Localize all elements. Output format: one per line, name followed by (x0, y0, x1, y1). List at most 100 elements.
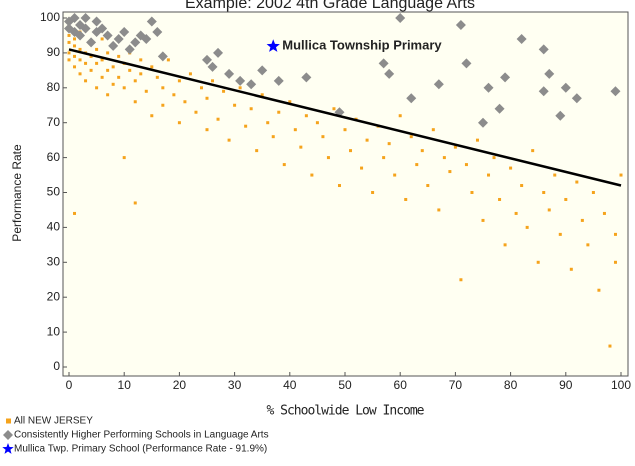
point (514, 211, 518, 215)
y-axis-label: Performance Rate (10, 144, 24, 242)
point (95, 61, 99, 65)
y-tick-label: 10 (47, 324, 61, 338)
point (478, 117, 488, 128)
point (108, 40, 119, 51)
point (393, 173, 397, 177)
legend: All NEW JERSEY Consistently Higher Perfo… (14, 416, 269, 455)
point (516, 33, 527, 44)
point (406, 93, 417, 104)
point (73, 65, 77, 69)
point (398, 114, 402, 118)
x-tick-label: 70 (449, 378, 463, 392)
point (141, 33, 152, 44)
point (188, 72, 192, 76)
point (433, 79, 444, 90)
x-tick-label: 80 (504, 378, 518, 392)
point (69, 13, 80, 23)
point (343, 128, 347, 132)
point (246, 79, 257, 90)
point (360, 166, 364, 170)
point (326, 156, 330, 160)
point (106, 68, 110, 72)
point (520, 184, 524, 188)
point (448, 170, 452, 174)
point (78, 58, 82, 62)
point (586, 243, 590, 247)
x-tick-label: 40 (283, 378, 297, 392)
point (415, 163, 419, 167)
point (80, 13, 91, 23)
point (475, 138, 479, 142)
point (487, 173, 491, 177)
point (538, 44, 549, 55)
y-tick-label: 80 (47, 80, 61, 94)
point (580, 218, 584, 222)
point (106, 51, 110, 55)
point (227, 138, 231, 142)
point (619, 173, 623, 177)
point (130, 37, 141, 48)
trend-line (68, 48, 622, 187)
point (86, 37, 97, 48)
point (177, 121, 181, 125)
point (111, 82, 115, 86)
legend-marker (3, 430, 13, 440)
point (100, 58, 104, 62)
point (199, 86, 203, 90)
point (207, 61, 218, 72)
y-tick-label: 90 (47, 45, 61, 59)
x-tick-label: 20 (173, 378, 187, 392)
point (553, 173, 557, 177)
point (67, 33, 71, 37)
point (437, 208, 441, 212)
point (102, 30, 113, 41)
point (349, 149, 353, 153)
point (152, 26, 163, 37)
point (544, 68, 555, 79)
point (73, 211, 77, 215)
point (133, 201, 137, 205)
point (106, 93, 110, 97)
point (273, 75, 284, 86)
point (150, 114, 154, 118)
point (97, 23, 108, 34)
legend-label: All NEW JERSEY (14, 416, 93, 427)
point (211, 79, 215, 83)
x-axis-label: % Schoolwide Low Income (266, 404, 424, 419)
point (378, 58, 389, 69)
point (613, 232, 617, 236)
point (455, 19, 466, 30)
point (481, 218, 485, 222)
point (157, 51, 168, 62)
point (89, 68, 93, 72)
point (509, 166, 513, 170)
point (453, 145, 457, 149)
y-tick-label: 60 (47, 150, 61, 164)
point (525, 225, 529, 229)
point (555, 110, 566, 121)
point (78, 72, 82, 76)
point (166, 58, 170, 62)
point (144, 89, 148, 93)
point (119, 26, 130, 37)
point (95, 86, 99, 90)
point (249, 107, 253, 111)
point (266, 121, 270, 125)
point (139, 72, 143, 76)
point (133, 100, 137, 104)
plot-area (62, 11, 629, 377)
point (128, 68, 132, 72)
point (387, 142, 391, 146)
point (459, 278, 463, 282)
x-tick-label: 10 (118, 378, 132, 392)
point (442, 156, 446, 160)
point (597, 288, 601, 292)
point (67, 40, 71, 44)
chart-title: Example: 2002 4th Grade Language Arts (185, 0, 475, 12)
point (536, 260, 540, 264)
point (404, 197, 408, 201)
point (610, 86, 621, 97)
point (558, 232, 562, 236)
point (177, 79, 181, 83)
point (205, 96, 209, 100)
